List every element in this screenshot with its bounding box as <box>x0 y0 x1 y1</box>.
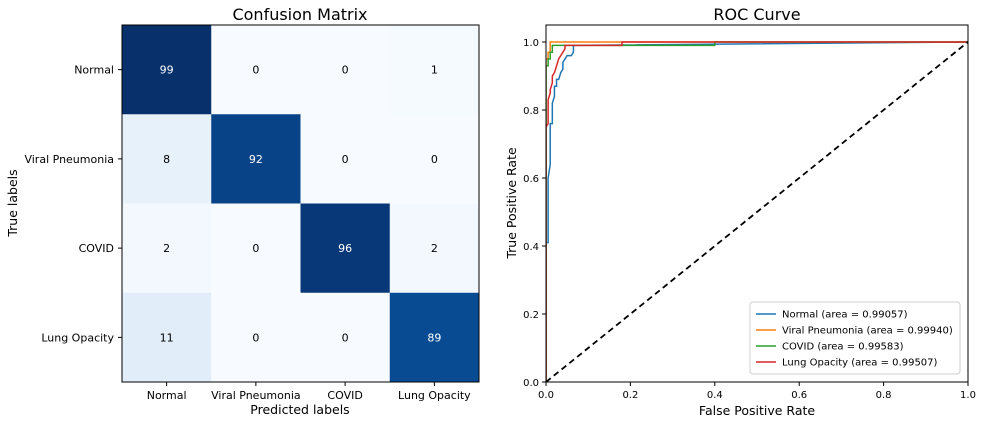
y-tick-label: 0.8 <box>523 106 539 117</box>
confusion-matrix-panel: Confusion Matrix 99 0 0 1 8 92 0 0 2 0 96 2 11 0 0 89 N… <box>5 5 480 417</box>
matrix-cell <box>211 25 301 115</box>
roc-series-line <box>546 41 968 382</box>
matrix-cell <box>300 114 391 204</box>
matrix-cell <box>389 114 480 204</box>
y-tick-label: 0.4 <box>523 242 539 253</box>
matrix-cell-value: 0 <box>342 331 349 344</box>
matrix-cell <box>389 203 480 294</box>
x-tick-label: 0.2 <box>622 390 638 401</box>
roc-title: ROC Curve <box>713 5 800 24</box>
x-tick-label: Viral Pneumonia <box>211 389 301 402</box>
x-tick-label: COVID <box>327 389 362 402</box>
matrix-cell-value: 8 <box>163 153 170 166</box>
roc-legend: Normal (area = 0.99057) Viral Pneumonia (… <box>749 301 961 375</box>
matrix-cell <box>300 203 391 294</box>
matrix-cell <box>211 292 301 383</box>
y-tick-label: 0.0 <box>523 378 539 389</box>
confusion-matrix-ticks: Normal Viral Pneumonia COVID Lung Opacity No… <box>24 64 471 402</box>
matrix-cell-value: 0 <box>431 153 438 166</box>
x-tick-label: 0.8 <box>876 390 892 401</box>
y-tick-label: 0.6 <box>523 174 539 185</box>
confusion-matrix-cells: 99 0 0 1 8 92 0 0 2 0 96 2 11 0 0 89 <box>122 25 480 383</box>
matrix-cell-value: 2 <box>431 242 438 255</box>
matrix-cell <box>300 292 391 383</box>
confusion-matrix-title: Confusion Matrix <box>232 5 367 24</box>
matrix-cell-value: 0 <box>252 242 259 255</box>
roc-series-line <box>546 41 968 382</box>
matrix-cell-value: 11 <box>160 331 174 344</box>
x-tick-label: 0.4 <box>707 390 723 401</box>
y-tick-label: COVID <box>79 242 114 255</box>
y-tick-label: Normal <box>74 64 114 77</box>
y-tick-label: Lung Opacity <box>41 331 114 344</box>
matrix-cell-value: 99 <box>160 64 174 77</box>
x-tick-label: Normal <box>147 389 187 402</box>
matrix-cell <box>122 114 212 204</box>
x-tick-label: 0.0 <box>538 390 554 401</box>
y-tick-label: Viral Pneumonia <box>24 153 114 166</box>
matrix-cell-value: 0 <box>342 153 349 166</box>
roc-ylabel: True Positive Rate <box>504 147 519 260</box>
matrix-cell <box>211 114 301 204</box>
y-tick-label: 0.2 <box>523 310 539 321</box>
confusion-matrix-ylabel: True labels <box>5 169 20 237</box>
matrix-cell-value: 0 <box>252 331 259 344</box>
matrix-cell-value: 0 <box>342 64 349 77</box>
matrix-cell <box>122 25 212 115</box>
matrix-cell-value: 96 <box>338 242 352 255</box>
matrix-cell-value: 92 <box>249 153 263 166</box>
matrix-cell-value: 2 <box>163 242 170 255</box>
matrix-cell <box>122 203 212 294</box>
legend-label: Normal (area = 0.99057) <box>782 310 908 321</box>
roc-xlabel: False Positive Rate <box>699 403 815 418</box>
x-tick-label: 0.6 <box>791 390 807 401</box>
matrix-cell-value: 1 <box>431 64 438 77</box>
roc-ticks: 0.0 0.2 0.4 0.6 0.8 1.0 0.0 0.2 0.4 0.6 0.8 1.0 <box>523 38 976 401</box>
chance-diagonal-line <box>546 41 968 382</box>
matrix-cell <box>389 292 480 383</box>
roc-curve-panel: ROC Curve 0.0 0.2 0.4 0.6 0.8 1.0 0.0 0.2 0.4 0.6… <box>504 5 976 418</box>
matrix-cell <box>211 203 301 294</box>
y-tick-label: 1.0 <box>523 38 539 49</box>
legend-label: Lung Opacity (area = 0.99507) <box>782 358 938 369</box>
roc-axes-frame <box>545 24 969 383</box>
legend-label: Viral Pneumonia (area = 0.99940) <box>782 326 953 337</box>
matrix-cell-value: 0 <box>252 64 259 77</box>
matrix-cell-value: 89 <box>427 331 441 344</box>
roc-series-line <box>546 41 968 382</box>
x-tick-label: Lung Opacity <box>398 389 471 402</box>
legend-label: COVID (area = 0.99583) <box>782 342 904 353</box>
roc-series-line <box>546 41 968 382</box>
x-tick-label: 1.0 <box>960 390 976 401</box>
legend-box <box>749 301 961 375</box>
matrix-cell <box>122 292 212 383</box>
matrix-cell <box>389 25 480 115</box>
roc-lines <box>546 41 968 382</box>
confusion-matrix-frame <box>121 24 480 383</box>
confusion-matrix-xlabel: Predicted labels <box>250 402 349 417</box>
matrix-cell <box>300 25 391 115</box>
